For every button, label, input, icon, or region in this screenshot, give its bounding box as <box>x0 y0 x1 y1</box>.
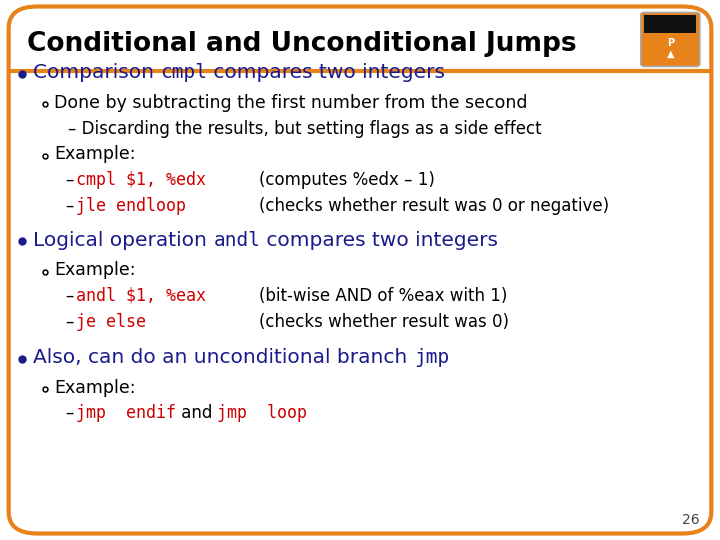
Text: Done by subtracting the first number from the second: Done by subtracting the first number fro… <box>54 94 528 112</box>
Text: P: P <box>667 38 674 48</box>
Text: –: – <box>65 171 73 188</box>
Bar <box>644 15 696 33</box>
Text: Example:: Example: <box>54 379 135 396</box>
Text: Also, can do an unconditional branch: Also, can do an unconditional branch <box>33 348 414 367</box>
Text: –: – <box>65 313 73 330</box>
Text: jmp  endif: jmp endif <box>76 404 176 422</box>
Text: and: and <box>176 404 217 422</box>
Text: –: – <box>65 287 73 305</box>
Text: jmp  loop: jmp loop <box>217 404 307 422</box>
Text: (checks whether result was 0): (checks whether result was 0) <box>259 313 509 330</box>
Text: Example:: Example: <box>54 261 135 279</box>
Text: –: – <box>65 404 73 422</box>
Text: 26: 26 <box>683 512 700 526</box>
Text: jmp: jmp <box>414 348 449 367</box>
Text: Logical operation: Logical operation <box>33 231 213 249</box>
Text: ▲: ▲ <box>667 49 674 59</box>
Text: andl $1, %eax: andl $1, %eax <box>76 287 206 305</box>
FancyBboxPatch shape <box>9 6 711 534</box>
Text: (bit-wise AND of %eax with 1): (bit-wise AND of %eax with 1) <box>259 287 508 305</box>
Text: (checks whether result was 0 or negative): (checks whether result was 0 or negative… <box>259 197 609 214</box>
Text: je else: je else <box>76 313 145 330</box>
Text: jle endloop: jle endloop <box>76 197 186 214</box>
FancyBboxPatch shape <box>641 12 700 66</box>
Text: compares two integers: compares two integers <box>261 231 498 249</box>
Text: – Discarding the results, but setting flags as a side effect: – Discarding the results, but setting fl… <box>68 120 542 138</box>
Text: cmpl $1, %edx: cmpl $1, %edx <box>76 171 206 188</box>
Text: compares two integers: compares two integers <box>207 63 446 82</box>
Text: andl: andl <box>213 231 261 249</box>
Text: Comparison: Comparison <box>33 63 161 82</box>
Text: –: – <box>65 197 73 214</box>
Text: Conditional and Unconditional Jumps: Conditional and Unconditional Jumps <box>27 31 577 57</box>
Text: Example:: Example: <box>54 145 135 163</box>
Text: (computes %edx – 1): (computes %edx – 1) <box>259 171 435 188</box>
Text: cmpl: cmpl <box>161 63 207 82</box>
